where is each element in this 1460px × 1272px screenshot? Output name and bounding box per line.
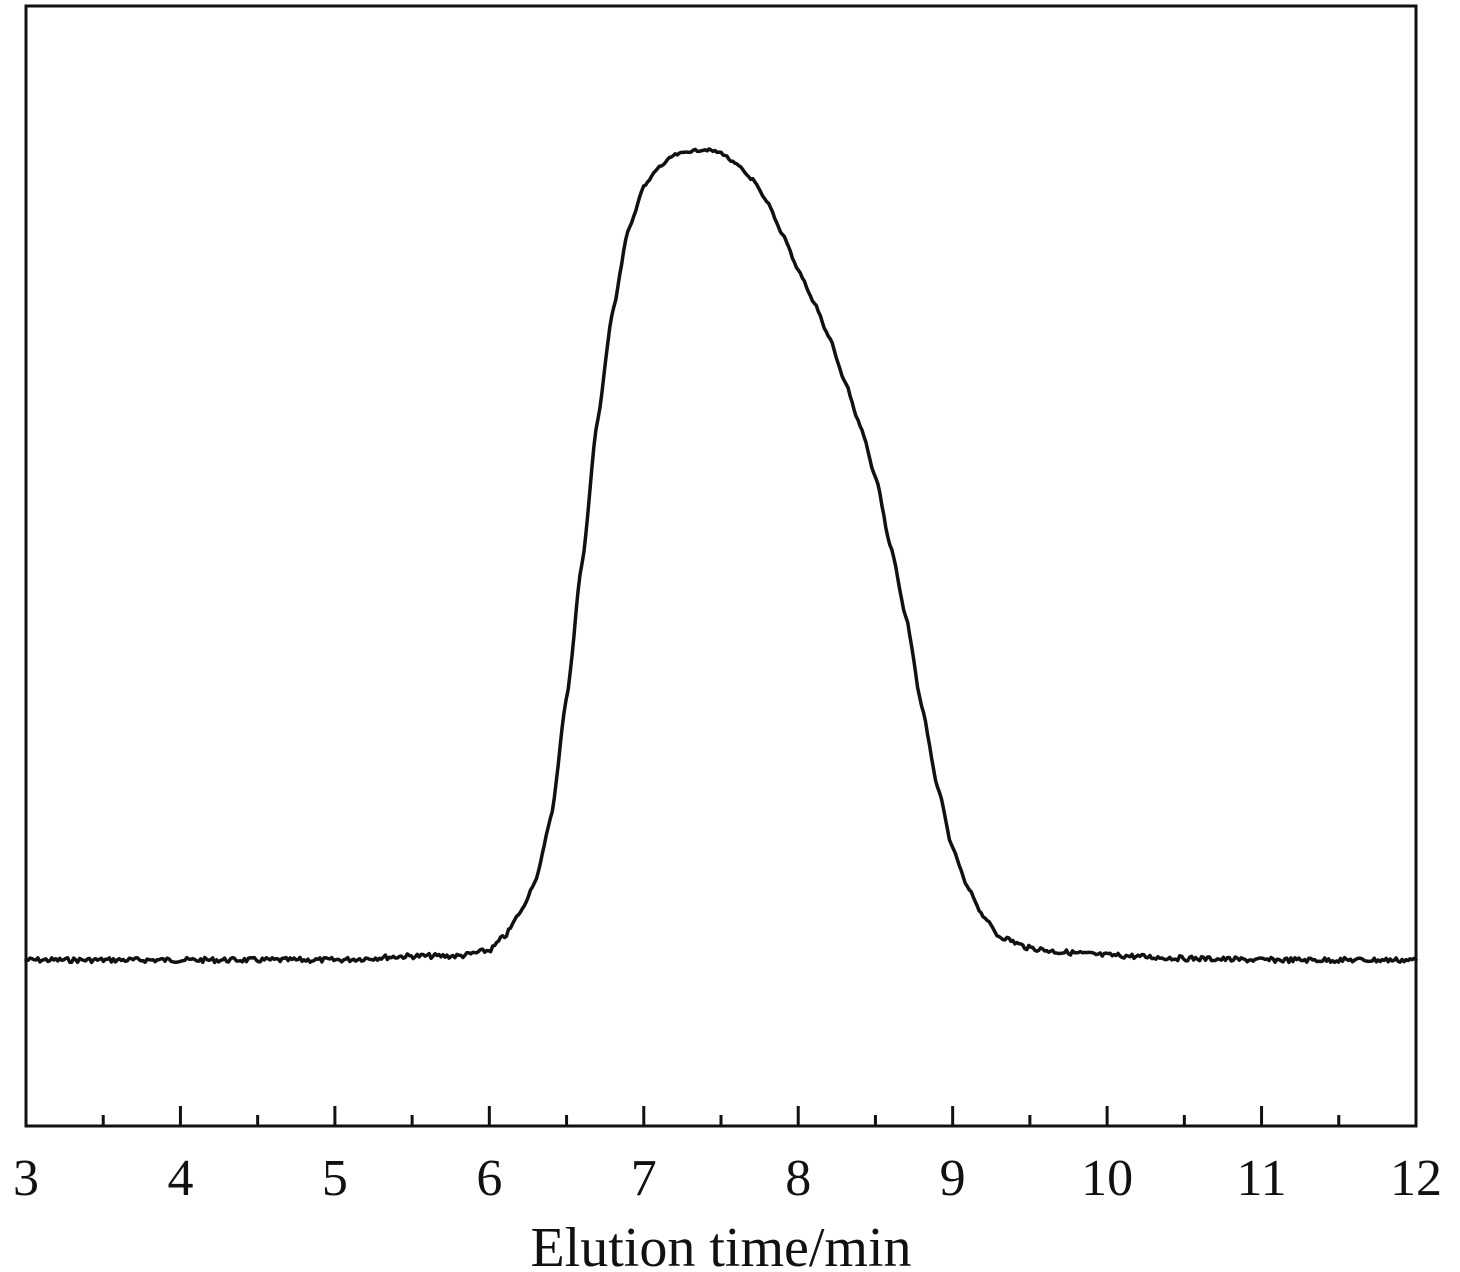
x-tick-label: 11 <box>1237 1150 1287 1207</box>
x-tick-label: 6 <box>476 1150 502 1207</box>
x-tick-label: 10 <box>1081 1150 1133 1207</box>
x-tick-label: 5 <box>322 1150 348 1207</box>
x-tick-label: 3 <box>13 1150 39 1207</box>
elution-curve <box>24 147 1418 965</box>
x-axis-ticks <box>24 1106 1418 1126</box>
x-axis-tick-labels: 3 4 5 6 7 8 9 10 11 12 <box>13 1150 1442 1207</box>
x-tick-label: 9 <box>940 1150 966 1207</box>
x-tick-label: 8 <box>785 1150 811 1207</box>
x-tick-label: 4 <box>167 1150 193 1207</box>
x-tick-label: 7 <box>631 1150 657 1207</box>
x-axis-title: Elution time/min <box>530 1217 911 1272</box>
x-tick-label: 12 <box>1390 1150 1442 1207</box>
